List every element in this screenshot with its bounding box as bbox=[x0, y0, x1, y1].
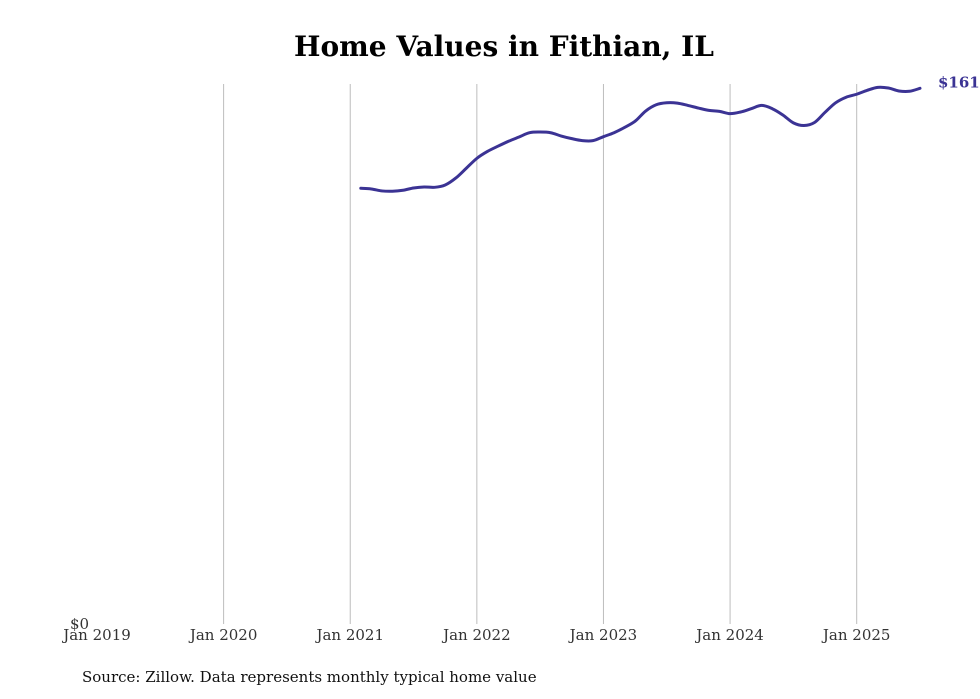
gridlines bbox=[223, 84, 858, 624]
x-tick-label: Jan 2022 bbox=[441, 626, 511, 644]
y-tick-label: $0 bbox=[70, 615, 89, 633]
source-note: Source: Zillow. Data represents monthly … bbox=[82, 668, 537, 686]
x-tick-label: Jan 2025 bbox=[821, 626, 891, 644]
annotations: $161,479 bbox=[938, 73, 980, 91]
x-tick-label: Jan 2024 bbox=[694, 626, 764, 644]
x-tick-label: Jan 2023 bbox=[568, 626, 638, 644]
x-axis: Jan 2019 Jan 2020 Jan 2021 Jan 2022 Jan 2023… bbox=[61, 626, 890, 644]
end-value-label: $161,479 bbox=[938, 73, 980, 91]
series-line bbox=[359, 85, 922, 193]
x-tick-label: Jan 2021 bbox=[314, 626, 384, 644]
x-tick-label: Jan 2019 bbox=[61, 626, 131, 644]
y-axis: $0 bbox=[70, 615, 89, 633]
chart-title: Home Values in Fithian, IL bbox=[294, 30, 714, 63]
series bbox=[359, 85, 922, 193]
x-tick-label: Jan 2020 bbox=[188, 626, 258, 644]
